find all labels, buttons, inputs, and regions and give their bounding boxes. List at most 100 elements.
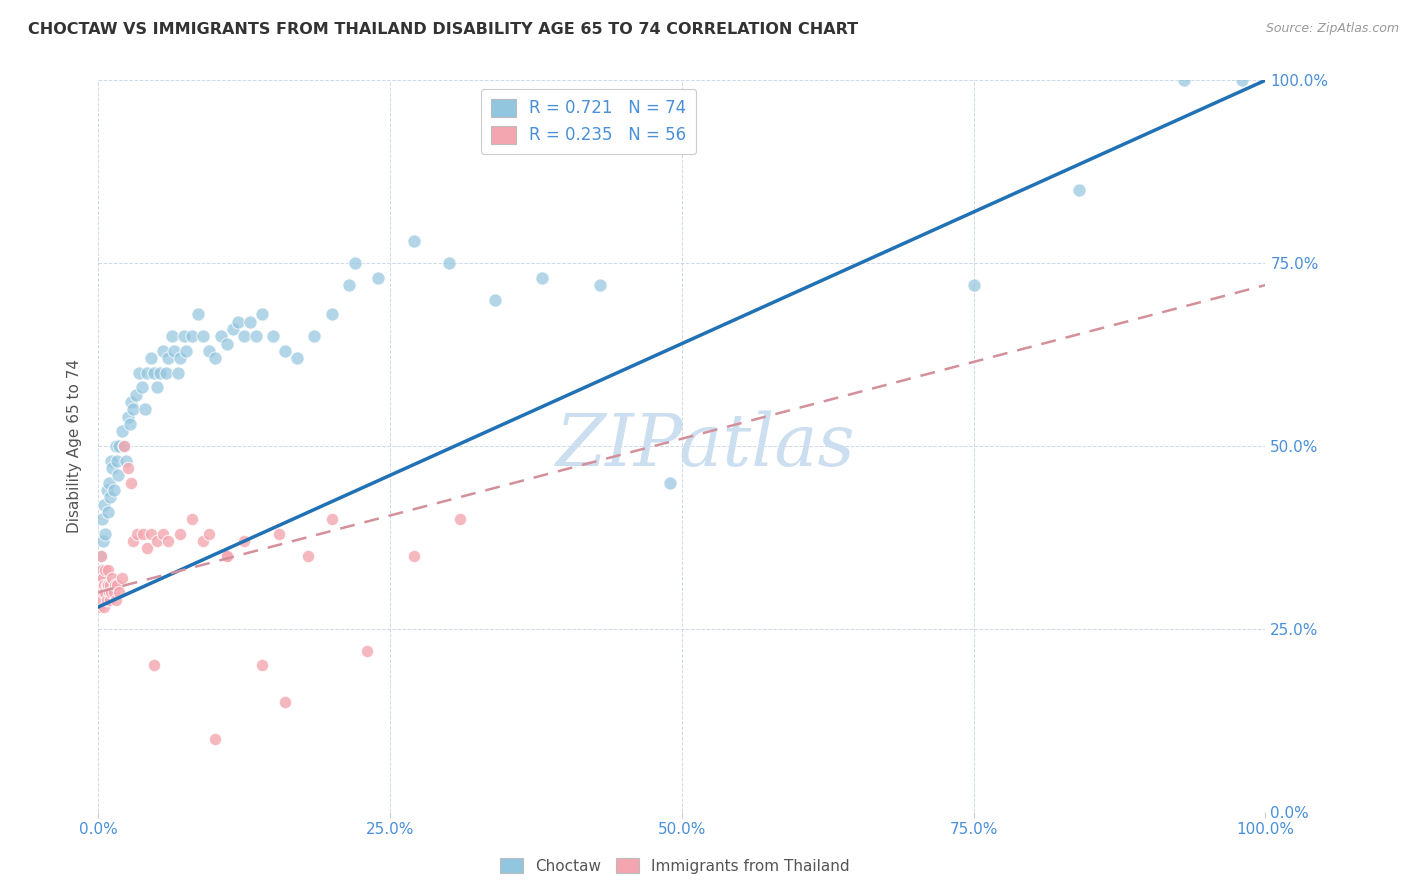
Point xyxy=(337,278,360,293)
Point xyxy=(91,585,114,599)
Point xyxy=(962,278,984,293)
Point xyxy=(98,578,121,592)
Point xyxy=(139,526,162,541)
Point xyxy=(180,329,202,343)
Point xyxy=(104,578,127,592)
Point xyxy=(104,439,127,453)
Point xyxy=(233,329,256,343)
Point xyxy=(155,366,177,380)
Point xyxy=(169,526,191,541)
Point xyxy=(89,599,111,614)
Point xyxy=(136,541,159,556)
Point xyxy=(239,315,262,329)
Point xyxy=(90,571,112,585)
Point xyxy=(143,366,166,380)
Point xyxy=(94,585,117,599)
Point xyxy=(90,549,112,563)
Point xyxy=(90,592,112,607)
Point xyxy=(204,351,226,366)
Point xyxy=(103,585,125,599)
Point xyxy=(91,571,114,585)
Point xyxy=(163,343,186,358)
Point xyxy=(112,439,135,453)
Point xyxy=(101,571,124,585)
Point xyxy=(245,329,267,343)
Point xyxy=(115,453,138,467)
Point xyxy=(321,307,343,321)
Point xyxy=(367,270,389,285)
Point xyxy=(90,578,112,592)
Point xyxy=(98,592,121,607)
Point xyxy=(122,534,145,549)
Point xyxy=(1067,183,1090,197)
Point xyxy=(157,534,180,549)
Point xyxy=(157,351,180,366)
Point xyxy=(90,512,112,526)
Point xyxy=(449,512,471,526)
Point xyxy=(146,380,169,394)
Point xyxy=(117,409,139,424)
Point xyxy=(198,343,221,358)
Point xyxy=(100,585,122,599)
Point xyxy=(128,366,150,380)
Point xyxy=(111,571,134,585)
Point xyxy=(96,483,118,497)
Point xyxy=(103,483,125,497)
Point xyxy=(93,578,115,592)
Point xyxy=(100,453,122,467)
Point xyxy=(120,475,142,490)
Point xyxy=(111,425,134,439)
Point xyxy=(125,388,148,402)
Point xyxy=(233,534,256,549)
Point xyxy=(94,526,117,541)
Point xyxy=(96,592,118,607)
Point xyxy=(437,256,460,270)
Y-axis label: Disability Age 65 to 74: Disability Age 65 to 74 xyxy=(67,359,83,533)
Point xyxy=(112,439,135,453)
Point xyxy=(304,329,326,343)
Point xyxy=(297,549,319,563)
Point xyxy=(146,534,169,549)
Legend: Choctaw, Immigrants from Thailand: Choctaw, Immigrants from Thailand xyxy=(494,852,856,880)
Text: CHOCTAW VS IMMIGRANTS FROM THAILAND DISABILITY AGE 65 TO 74 CORRELATION CHART: CHOCTAW VS IMMIGRANTS FROM THAILAND DISA… xyxy=(28,22,858,37)
Point xyxy=(285,351,308,366)
Point xyxy=(105,453,128,467)
Point xyxy=(274,695,297,709)
Text: ZIPatlas: ZIPatlas xyxy=(555,410,855,482)
Point xyxy=(173,329,195,343)
Point xyxy=(97,578,120,592)
Point xyxy=(659,475,682,490)
Point xyxy=(107,468,129,483)
Point xyxy=(90,563,112,577)
Point xyxy=(101,461,124,475)
Point xyxy=(221,322,243,336)
Point xyxy=(198,526,221,541)
Point xyxy=(97,585,120,599)
Point xyxy=(120,395,142,409)
Point xyxy=(215,549,238,563)
Point xyxy=(187,307,209,321)
Point xyxy=(228,315,250,329)
Point xyxy=(321,512,343,526)
Point xyxy=(1173,73,1195,87)
Point xyxy=(132,526,155,541)
Point xyxy=(180,512,202,526)
Point xyxy=(131,380,153,394)
Point xyxy=(269,526,291,541)
Point xyxy=(90,563,112,577)
Point xyxy=(215,336,238,351)
Point xyxy=(134,402,156,417)
Point xyxy=(91,534,114,549)
Point xyxy=(143,658,166,673)
Point xyxy=(356,644,378,658)
Point xyxy=(484,293,506,307)
Point xyxy=(402,234,425,248)
Point xyxy=(108,585,131,599)
Point xyxy=(122,402,145,417)
Point xyxy=(149,366,172,380)
Point xyxy=(104,592,127,607)
Point xyxy=(250,658,273,673)
Point xyxy=(136,366,159,380)
Point xyxy=(193,329,215,343)
Point xyxy=(93,498,115,512)
